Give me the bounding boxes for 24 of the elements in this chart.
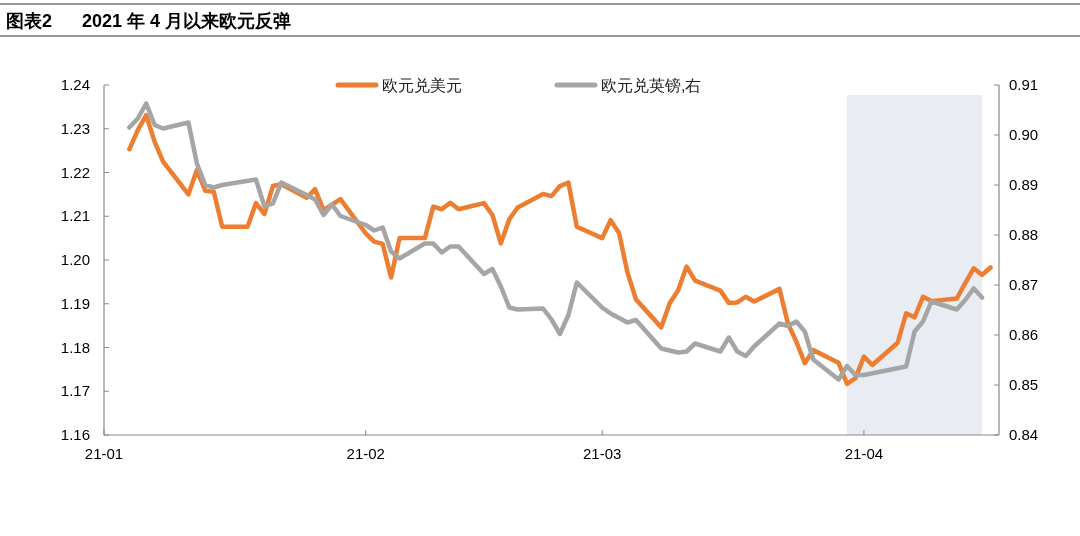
y2-tick-label: 0.89	[1009, 176, 1039, 193]
x-tick-label: 21-04	[844, 445, 884, 462]
legend-label: 欧元兑美元	[382, 77, 462, 94]
y2-tick-label: 0.86	[1009, 326, 1039, 343]
y-tick-label: 1.23	[60, 119, 90, 137]
y-tick-label: 1.21	[60, 207, 90, 225]
y-tick-label: 1.18	[60, 338, 90, 356]
y-tick-label: 1.24	[60, 76, 90, 93]
y2-tick-label: 0.88	[1009, 226, 1039, 243]
x-tick-label: 21-03	[582, 445, 622, 462]
y2-tick-label: 0.90	[1009, 126, 1039, 143]
y2-tick-label: 0.84	[1009, 426, 1039, 443]
y-tick-label: 1.19	[60, 294, 90, 312]
y-tick-label: 1.16	[60, 426, 90, 443]
y2-tick-label: 0.91	[1009, 76, 1039, 93]
y-tick-label: 1.20	[60, 251, 90, 268]
y-tick-label: 1.22	[60, 163, 90, 181]
y-tick-label: 1.17	[60, 382, 90, 400]
x-tick-label: 21-01	[84, 445, 124, 462]
y2-tick-label: 0.85	[1009, 376, 1039, 393]
chart-title: 图表2 2021 年 4 月以来欧元反弹	[6, 11, 292, 31]
x-tick-label: 21-02	[346, 445, 385, 462]
y2-tick-label: 0.87	[1009, 276, 1039, 293]
legend-label: 欧元兑英镑,右	[601, 77, 702, 94]
